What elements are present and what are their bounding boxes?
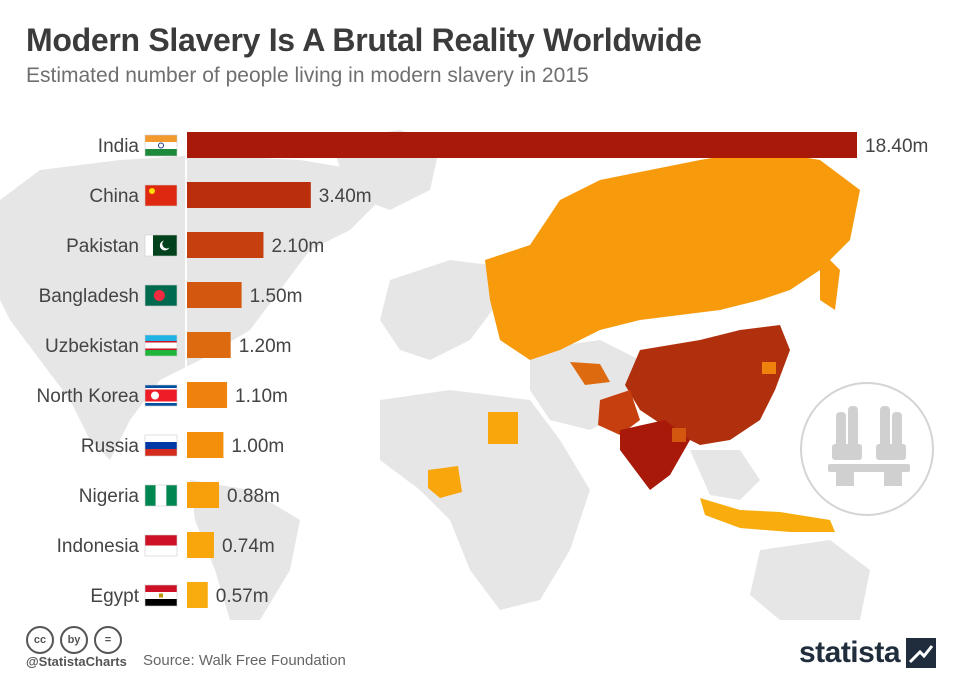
- attribution-icon: by: [60, 626, 88, 654]
- uzbekistan-flag: [144, 334, 178, 357]
- egypt-flag: [144, 584, 178, 607]
- value-label: 1.00m: [231, 436, 284, 457]
- bangladesh-flag: [144, 284, 178, 307]
- map-russia: [485, 150, 860, 360]
- map-southeast-asia: [690, 450, 760, 500]
- category-label: Indonesia: [57, 536, 140, 557]
- bar-china: [187, 182, 311, 208]
- chart-subtitle: Estimated number of people living in mod…: [26, 64, 589, 87]
- map-bangladesh: [672, 428, 686, 442]
- map-nigeria: [428, 466, 462, 498]
- value-label: 1.20m: [239, 336, 292, 357]
- bar-egypt: [187, 582, 208, 608]
- map-pakistan: [598, 390, 640, 435]
- bar-pakistan: [187, 232, 264, 258]
- category-label: India: [98, 136, 140, 157]
- nigeria-flag: [144, 484, 178, 507]
- value-label: 1.50m: [250, 286, 303, 307]
- indonesia-flag: [144, 534, 178, 557]
- value-label: 2.10m: [271, 236, 324, 257]
- map-egypt: [488, 412, 518, 444]
- map-russia-east: [820, 250, 840, 310]
- map-north-korea: [762, 362, 776, 374]
- chart-title: Modern Slavery Is A Brutal Reality World…: [26, 22, 702, 58]
- map-south-america: [190, 480, 300, 620]
- brand-name: statista: [798, 636, 901, 669]
- value-label: 1.10m: [235, 386, 288, 407]
- india-flag: [144, 134, 178, 157]
- category-label: Egypt: [90, 586, 139, 607]
- value-label: 0.57m: [216, 586, 269, 607]
- source-note: Source: Walk Free Foundation: [143, 652, 346, 669]
- map-uzbekistan: [570, 362, 610, 385]
- category-label: Russia: [81, 436, 140, 457]
- value-label: 0.74m: [222, 536, 275, 557]
- north-korea-flag: [144, 384, 178, 407]
- twitter-handle: @StatistaCharts: [26, 654, 127, 669]
- bar-russia: [187, 432, 224, 458]
- statista-logo: statista: [799, 636, 936, 670]
- category-label: Uzbekistan: [45, 336, 139, 357]
- russia-flag: [144, 434, 178, 457]
- bar-bangladesh: [187, 282, 242, 308]
- map-africa: [380, 390, 590, 610]
- map-europe: [380, 260, 500, 360]
- bar-indonesia: [187, 532, 214, 558]
- value-label: 3.40m: [319, 186, 372, 207]
- bar-india: [187, 132, 857, 158]
- pakistan-flag: [144, 234, 178, 257]
- statista-mark-icon: [906, 638, 936, 668]
- value-label: 0.88m: [227, 486, 280, 507]
- chained-hands-icon: [800, 382, 934, 516]
- category-label: China: [89, 186, 139, 207]
- license-icons: cc by =: [26, 626, 122, 654]
- category-label: North Korea: [37, 386, 140, 407]
- bar-uzbekistan: [187, 332, 231, 358]
- no-derivatives-icon: =: [94, 626, 122, 654]
- category-label: Pakistan: [66, 236, 139, 257]
- world-map-background: [0, 130, 870, 620]
- china-flag: [144, 184, 178, 207]
- bar-north-korea: [187, 382, 228, 408]
- map-australia: [750, 540, 870, 620]
- value-label: 18.40m: [865, 136, 928, 157]
- bar-nigeria: [187, 482, 220, 508]
- map-china: [625, 325, 790, 445]
- map-indonesia: [700, 498, 835, 532]
- category-label: Bangladesh: [39, 286, 139, 307]
- cc-icon: cc: [26, 626, 54, 654]
- category-label: Nigeria: [79, 486, 140, 507]
- bar-chart: India 18.40m China 3.40m Pakistan 2.10m Bangla…: [37, 110, 928, 608]
